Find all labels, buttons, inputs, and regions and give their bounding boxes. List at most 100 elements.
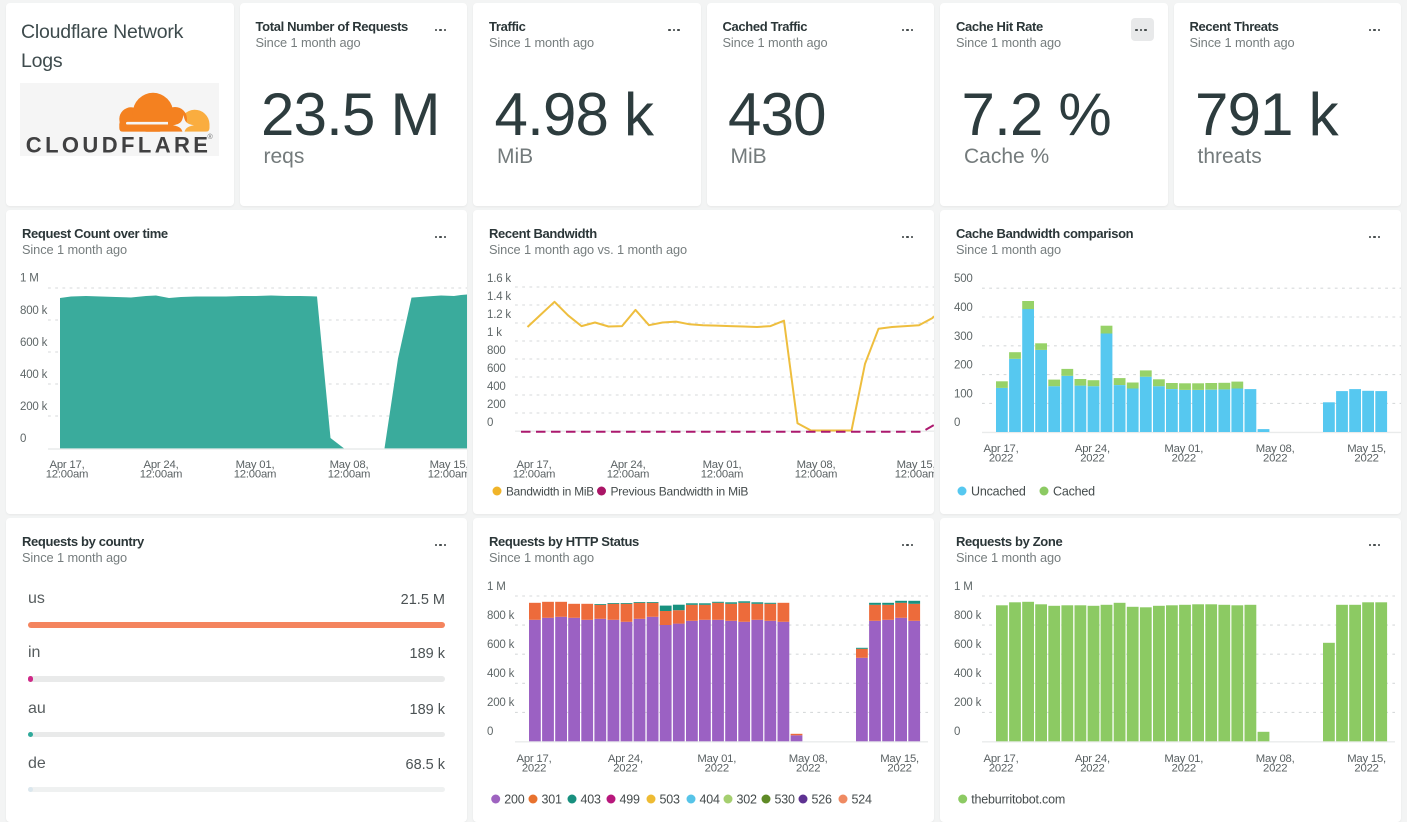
svg-text:12:00am: 12:00am	[328, 468, 371, 480]
svg-text:2022: 2022	[705, 762, 729, 774]
svg-text:2022: 2022	[1354, 452, 1378, 464]
svg-text:404: 404	[700, 792, 721, 806]
svg-text:12:00am: 12:00am	[607, 468, 650, 480]
svg-text:12:00am: 12:00am	[46, 468, 89, 480]
svg-text:400 k: 400 k	[954, 668, 982, 680]
svg-text:200: 200	[954, 359, 973, 371]
svg-text:1.6 k: 1.6 k	[487, 273, 511, 285]
svg-text:600 k: 600 k	[20, 337, 48, 349]
svg-text:0: 0	[487, 726, 493, 738]
svg-text:499: 499	[620, 792, 641, 806]
svg-text:0: 0	[487, 417, 493, 429]
svg-text:12:00am: 12:00am	[234, 468, 277, 480]
svg-text:200: 200	[487, 399, 506, 411]
svg-text:Apr 24,: Apr 24,	[1075, 753, 1110, 765]
svg-text:526: 526	[812, 792, 833, 806]
svg-text:2022: 2022	[1263, 452, 1287, 464]
svg-text:300: 300	[954, 330, 973, 342]
svg-text:Apr 17,: Apr 17,	[516, 753, 551, 765]
svg-text:May 15,: May 15,	[880, 753, 919, 765]
svg-text:May 01,: May 01,	[1164, 443, 1203, 455]
svg-text:12:00am: 12:00am	[140, 468, 183, 480]
svg-text:®: ®	[208, 133, 214, 141]
svg-text:800: 800	[487, 345, 506, 357]
svg-text:524: 524	[852, 792, 873, 806]
svg-text:2022: 2022	[1080, 452, 1104, 464]
svg-text:1.4 k: 1.4 k	[487, 291, 511, 303]
svg-text:12:00am: 12:00am	[513, 468, 556, 480]
svg-text:200 k: 200 k	[954, 697, 982, 709]
svg-text:2022: 2022	[1172, 452, 1196, 464]
svg-text:2022: 2022	[989, 762, 1013, 774]
svg-text:2022: 2022	[1263, 762, 1287, 774]
svg-text:1 M: 1 M	[20, 272, 39, 284]
svg-text:301: 301	[542, 792, 563, 806]
svg-text:400 k: 400 k	[487, 668, 515, 680]
svg-text:400: 400	[487, 381, 506, 393]
svg-text:600 k: 600 k	[487, 639, 515, 651]
svg-text:Cached: Cached	[1053, 484, 1095, 498]
svg-text:2022: 2022	[796, 762, 820, 774]
svg-text:Uncached: Uncached	[971, 484, 1026, 498]
svg-text:Apr 17,: Apr 17,	[516, 459, 551, 471]
svg-text:200 k: 200 k	[20, 401, 48, 413]
svg-text:302: 302	[737, 792, 758, 806]
svg-text:400 k: 400 k	[20, 369, 48, 381]
svg-text:1 M: 1 M	[487, 581, 506, 593]
svg-text:Apr 24,: Apr 24,	[610, 459, 645, 471]
svg-text:403: 403	[581, 792, 602, 806]
svg-text:0: 0	[954, 726, 960, 738]
svg-text:May 08,: May 08,	[1256, 753, 1295, 765]
svg-text:Apr 17,: Apr 17,	[983, 443, 1018, 455]
svg-text:800 k: 800 k	[20, 305, 48, 317]
svg-text:May 08,: May 08,	[1256, 443, 1295, 455]
svg-text:200 k: 200 k	[487, 697, 515, 709]
svg-text:2022: 2022	[1080, 762, 1104, 774]
svg-text:500: 500	[954, 273, 973, 285]
svg-text:May 15,: May 15,	[430, 459, 467, 471]
svg-text:1 k: 1 k	[487, 327, 502, 339]
svg-text:May 01,: May 01,	[1164, 753, 1203, 765]
svg-text:May 01,: May 01,	[697, 753, 736, 765]
svg-text:2022: 2022	[1172, 762, 1196, 774]
svg-text:12:00am: 12:00am	[428, 468, 467, 480]
svg-text:800 k: 800 k	[487, 610, 515, 622]
svg-text:12:00am: 12:00am	[795, 468, 838, 480]
svg-text:12:00am: 12:00am	[701, 468, 744, 480]
svg-text:theburritobot.com: theburritobot.com	[971, 792, 1065, 806]
svg-text:200: 200	[504, 792, 525, 806]
svg-text:400: 400	[954, 302, 973, 314]
svg-text:2022: 2022	[522, 762, 546, 774]
svg-text:0: 0	[20, 433, 26, 445]
svg-text:100: 100	[954, 388, 973, 400]
svg-text:Apr 17,: Apr 17,	[983, 753, 1018, 765]
svg-text:2022: 2022	[613, 762, 637, 774]
svg-text:600 k: 600 k	[954, 639, 982, 651]
svg-text:2022: 2022	[989, 452, 1013, 464]
svg-text:May 15,: May 15,	[1347, 753, 1386, 765]
svg-text:May 01,: May 01,	[236, 459, 275, 471]
svg-text:600: 600	[487, 363, 506, 375]
svg-text:800 k: 800 k	[954, 610, 982, 622]
svg-text:CLOUDFLARE: CLOUDFLARE	[26, 133, 212, 157]
svg-text:May 08,: May 08,	[797, 459, 836, 471]
svg-text:1 M: 1 M	[954, 581, 973, 593]
svg-text:Apr 24,: Apr 24,	[608, 753, 643, 765]
svg-text:1.2 k: 1.2 k	[487, 309, 511, 321]
svg-text:2022: 2022	[1354, 762, 1378, 774]
svg-text:12:00am: 12:00am	[895, 468, 934, 480]
svg-text:2022: 2022	[887, 762, 911, 774]
svg-text:May 15,: May 15,	[1347, 443, 1386, 455]
svg-text:Apr 24,: Apr 24,	[1075, 443, 1110, 455]
svg-text:May 15,: May 15,	[897, 459, 934, 471]
svg-text:Previous Bandwidth in MiB: Previous Bandwidth in MiB	[611, 484, 749, 498]
svg-text:Bandwidth in MiB: Bandwidth in MiB	[506, 484, 594, 498]
svg-text:530: 530	[775, 792, 796, 806]
svg-text:May 08,: May 08,	[789, 753, 828, 765]
svg-text:Apr 24,: Apr 24,	[143, 459, 178, 471]
svg-text:May 01,: May 01,	[703, 459, 742, 471]
svg-text:0: 0	[954, 417, 960, 429]
svg-text:Apr 17,: Apr 17,	[49, 459, 84, 471]
svg-text:503: 503	[660, 792, 681, 806]
svg-text:May 08,: May 08,	[330, 459, 369, 471]
